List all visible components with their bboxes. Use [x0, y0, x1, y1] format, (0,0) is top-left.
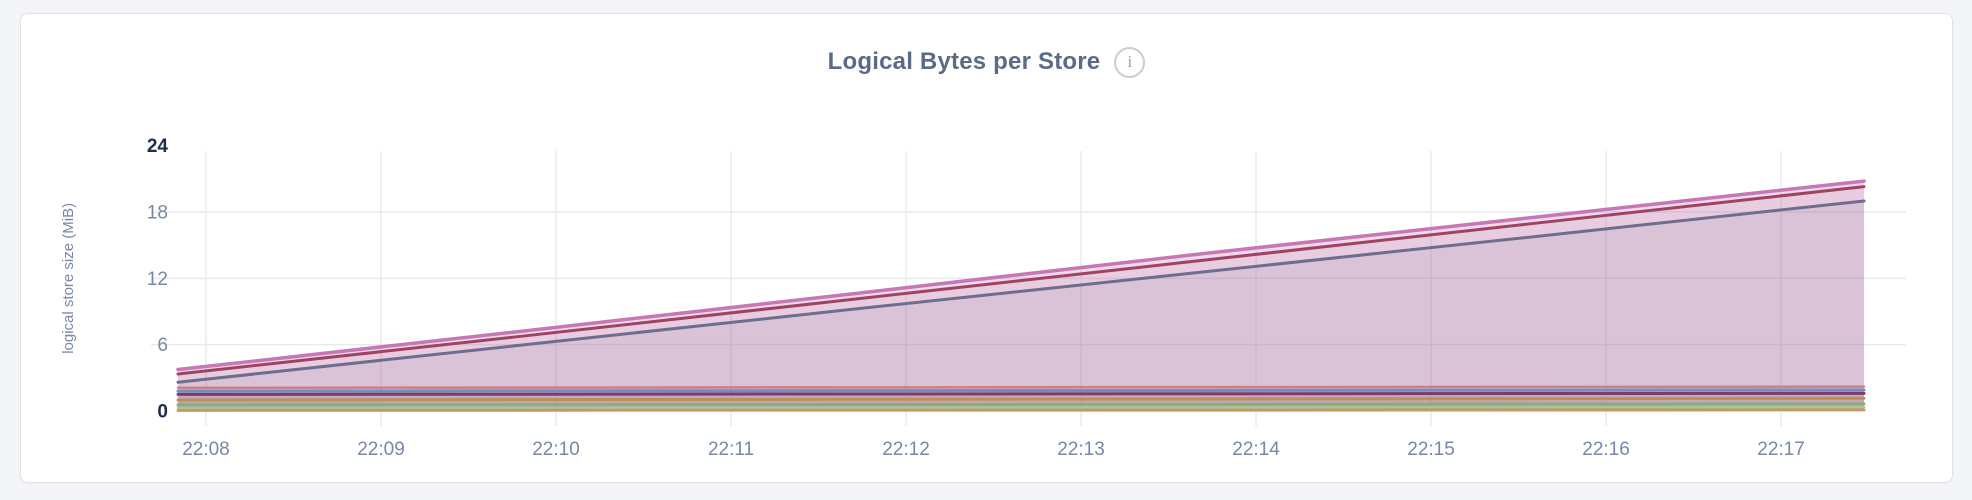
store-line-blue [176, 388, 1866, 393]
chart-title: Logical Bytes per Store [827, 48, 1101, 75]
x-tick-label: 22:17 [1757, 439, 1805, 460]
x-tick-label: 22:08 [182, 439, 230, 460]
x-tick-label: 22:15 [1407, 439, 1455, 460]
chart-header: Logical Bytes per Store i [21, 14, 1952, 80]
y-tick-label: 18 [147, 203, 168, 224]
y-tick-label: 24 [147, 136, 169, 157]
store-line-palegreen [176, 405, 1866, 409]
x-tick-label: 22:12 [882, 439, 930, 460]
x-tick-label: 22:16 [1582, 439, 1630, 460]
chart-canvas[interactable]: 0 6 12 18 24 22:08 22:09 22:10 22:11 22:12 22:13 22… [21, 14, 1954, 484]
y-tick-label: 12 [147, 269, 168, 290]
store-line-slate [176, 199, 1866, 384]
store-line-crimson-area [178, 186, 1864, 411]
store-line-orchid [176, 179, 1866, 372]
metrics-chart-card: Logical Bytes per Store i 0 6 12 18 24 22:08 2… [20, 13, 1953, 483]
store-line-salmon [176, 385, 1866, 390]
store-line-gold [176, 396, 1866, 402]
x-tick-label: 22:10 [532, 439, 580, 460]
y-tick-label: 0 [157, 402, 168, 423]
x-tick-label: 22:11 [708, 439, 754, 460]
info-icon[interactable]: i [1114, 46, 1146, 78]
store-line-slate-area [178, 200, 1864, 411]
x-tick-label: 22:14 [1232, 439, 1280, 460]
x-tick-label: 22:09 [357, 439, 405, 460]
x-tick-label: 22:13 [1057, 439, 1105, 460]
y-axis-title: logical store size (MiB) [60, 203, 77, 354]
store-line-plum [176, 391, 1866, 396]
store-line-crimson [176, 185, 1866, 376]
store-line-green [176, 402, 1866, 407]
y-tick-label: 6 [157, 335, 168, 356]
store-line-orchid-area [178, 181, 1864, 411]
chart-plot-area[interactable]: 0 6 12 18 24 22:08 22:09 22:10 22:11 22:12 22:13 22… [21, 14, 1954, 484]
